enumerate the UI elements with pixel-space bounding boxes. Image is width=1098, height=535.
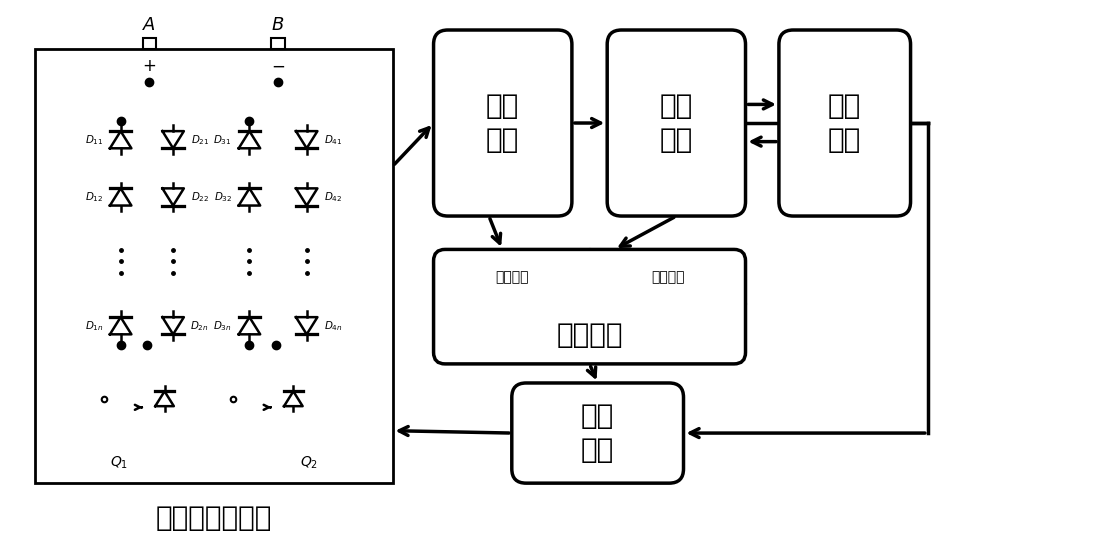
Text: $D_{42}$: $D_{42}$: [324, 190, 343, 204]
FancyBboxPatch shape: [607, 30, 746, 216]
Text: $D_{41}$: $D_{41}$: [324, 133, 343, 147]
Text: 硬件保护: 硬件保护: [495, 270, 528, 284]
Text: $D_{12}$: $D_{12}$: [85, 190, 103, 204]
Text: 控制
电路: 控制 电路: [660, 91, 693, 154]
Text: 软件保护: 软件保护: [651, 270, 684, 284]
Text: $D_{22}$: $D_{22}$: [191, 190, 209, 204]
FancyBboxPatch shape: [434, 30, 572, 216]
Text: 驱动
电路: 驱动 电路: [581, 402, 614, 464]
Text: +: +: [143, 57, 156, 75]
Text: $D_{2n}$: $D_{2n}$: [190, 319, 210, 333]
FancyBboxPatch shape: [778, 30, 910, 216]
Text: $Q_1$: $Q_1$: [110, 455, 127, 471]
Text: A: A: [143, 17, 156, 34]
Text: 检测
电路: 检测 电路: [486, 91, 519, 154]
Bar: [35, 49, 393, 483]
FancyBboxPatch shape: [434, 249, 746, 364]
Text: B: B: [272, 17, 284, 34]
Text: $D_{1n}$: $D_{1n}$: [85, 319, 103, 333]
FancyBboxPatch shape: [512, 383, 684, 483]
Text: $Q_2$: $Q_2$: [301, 455, 318, 471]
Text: $D_{32}$: $D_{32}$: [213, 190, 232, 204]
Text: $D_{4n}$: $D_{4n}$: [324, 319, 343, 333]
Text: $D_{3n}$: $D_{3n}$: [213, 319, 232, 333]
Text: 人机
交互: 人机 交互: [828, 91, 861, 154]
Text: $D_{21}$: $D_{21}$: [191, 133, 209, 147]
Text: 二极管双向阵列: 二极管双向阵列: [156, 504, 272, 532]
Text: −: −: [271, 57, 285, 75]
Bar: [271, 39, 284, 49]
Text: $D_{11}$: $D_{11}$: [85, 133, 103, 147]
Bar: [143, 39, 156, 49]
Text: 保护电路: 保护电路: [557, 322, 623, 349]
Text: $D_{31}$: $D_{31}$: [213, 133, 232, 147]
